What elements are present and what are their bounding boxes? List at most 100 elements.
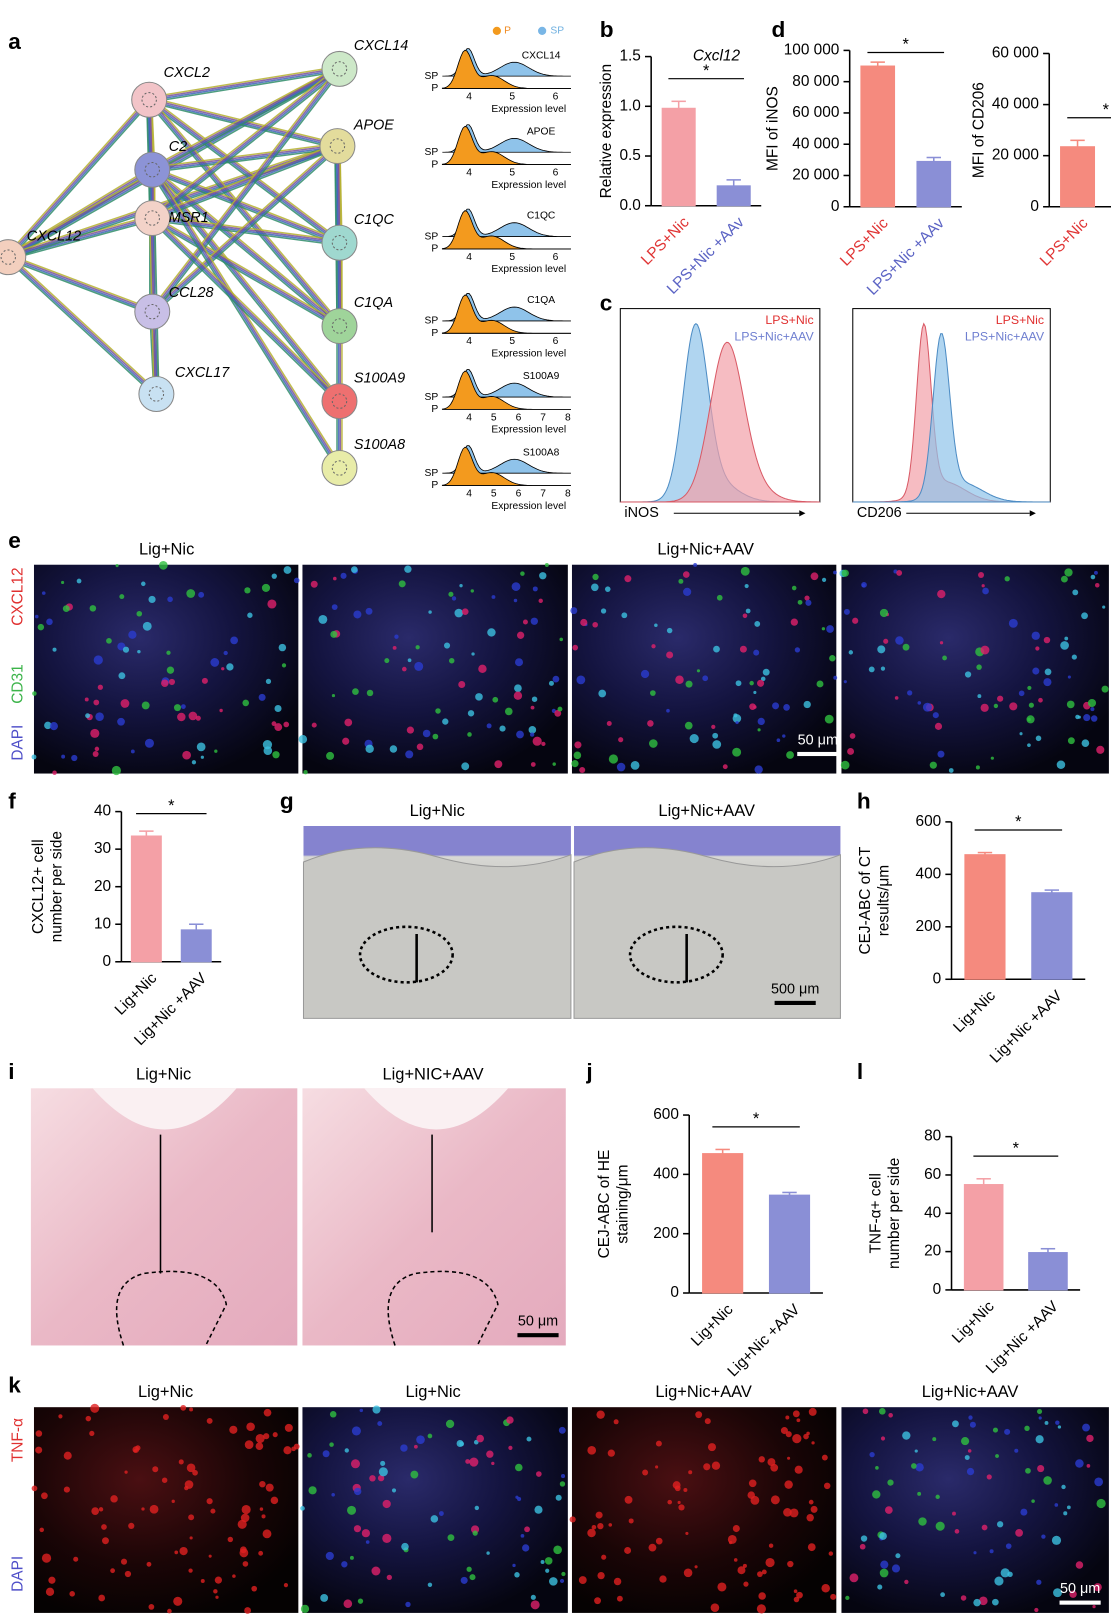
cell [753, 690, 757, 695]
significance-label: * [1013, 1139, 1020, 1157]
cell [1026, 715, 1035, 724]
cell [461, 762, 470, 771]
cell [765, 1557, 775, 1568]
cell [785, 1431, 792, 1438]
network-edge [149, 70, 341, 103]
network-node [138, 375, 175, 412]
tick-label: 8 [565, 412, 571, 423]
network-edge [153, 168, 343, 468]
cell [1027, 743, 1031, 748]
cell [675, 675, 684, 685]
cell [61, 754, 66, 759]
cell [816, 680, 824, 688]
cell [578, 1576, 587, 1584]
cell [344, 718, 353, 727]
network-edge [152, 216, 341, 402]
cell [917, 701, 922, 705]
y-tick-label: 0 [1030, 198, 1039, 215]
cell [880, 1436, 886, 1441]
gene-label: C1QC [527, 211, 556, 222]
cell [201, 677, 208, 684]
cell [342, 737, 350, 745]
network-edge [147, 101, 339, 246]
row-label: P [431, 480, 438, 491]
cell [995, 1454, 999, 1458]
cell [524, 1526, 530, 1533]
cell [768, 1543, 774, 1548]
cell [580, 618, 588, 627]
cell [966, 1467, 975, 1476]
cell [783, 1508, 792, 1517]
cell [119, 594, 125, 600]
cell [427, 1433, 433, 1439]
cell [1081, 612, 1088, 620]
cell [210, 1508, 216, 1514]
cell [875, 1466, 879, 1470]
cell [244, 1440, 254, 1449]
cell [1051, 1535, 1062, 1545]
tick-label: 5 [491, 412, 497, 423]
cell [244, 587, 251, 594]
cell [891, 1564, 901, 1573]
cell [682, 571, 690, 578]
cell [39, 1527, 45, 1533]
cell [1094, 570, 1098, 575]
y-tick-label: 0 [933, 970, 942, 987]
cell [520, 1533, 525, 1538]
cell [572, 644, 579, 651]
network-edge [148, 67, 340, 100]
cell [174, 1550, 179, 1555]
cell [824, 714, 834, 724]
bar [860, 65, 896, 208]
cell [427, 1582, 433, 1588]
cell [214, 749, 218, 753]
cell [262, 1529, 272, 1539]
network-edge [151, 143, 337, 217]
y-axis-label: number per side [886, 1158, 903, 1269]
cell [389, 745, 398, 753]
cell [806, 1513, 814, 1522]
cell [994, 1576, 1004, 1586]
y-axis-label: CXCL12+ cell [30, 839, 47, 934]
cell [1038, 697, 1043, 703]
cell [410, 1470, 419, 1479]
cell [1000, 1568, 1010, 1578]
cell [545, 1568, 550, 1573]
cell [613, 1577, 622, 1586]
cell [49, 722, 58, 731]
cell [624, 575, 632, 583]
network-edge [146, 100, 339, 329]
cell [470, 589, 474, 593]
cell [922, 702, 932, 712]
cell [128, 630, 137, 639]
channel-label: CXCL12 [10, 567, 27, 625]
cell [655, 1440, 662, 1447]
cell [735, 680, 742, 687]
cell [516, 730, 524, 739]
network-edge [149, 98, 341, 243]
cell [475, 693, 483, 701]
cell [554, 709, 562, 717]
cell [1102, 605, 1106, 609]
cell [597, 1522, 604, 1530]
cell [791, 585, 797, 591]
cell [786, 751, 794, 759]
y-tick-label: 1.0 [619, 97, 640, 114]
cell [847, 748, 855, 755]
cell [544, 563, 549, 567]
cell [1043, 1476, 1052, 1485]
cell [118, 672, 126, 680]
network-edge [148, 65, 340, 99]
cell [122, 646, 130, 653]
cell [960, 1595, 967, 1601]
cell [1094, 1477, 1104, 1487]
channel-label: DAPI [10, 725, 27, 761]
y-tick-label: 200 [916, 918, 942, 935]
cell [534, 1505, 543, 1514]
cell [341, 1561, 348, 1568]
cell [532, 736, 542, 746]
cell [76, 578, 82, 584]
cell [382, 1533, 392, 1543]
cell [1035, 1435, 1044, 1444]
